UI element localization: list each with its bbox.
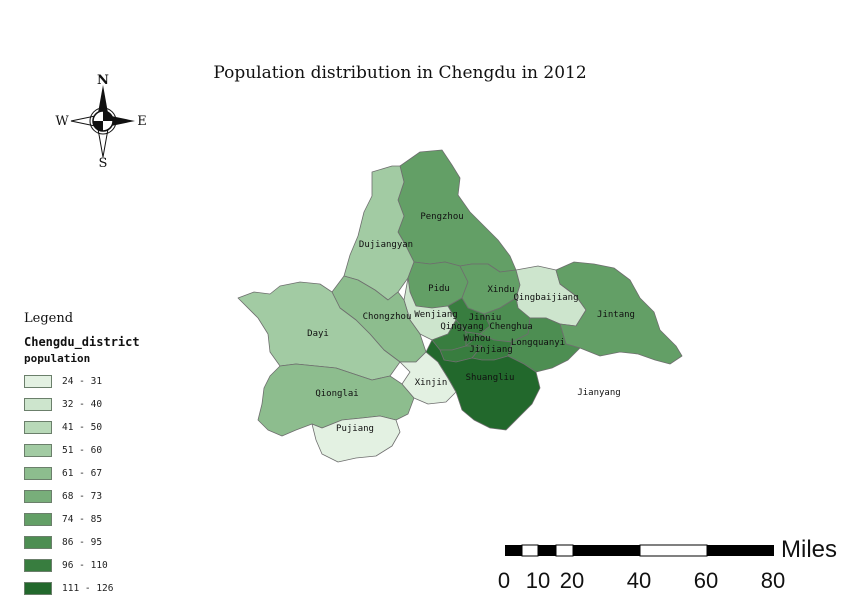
- legend-item: 96 - 110: [24, 554, 140, 577]
- legend-field-name: population: [24, 352, 91, 365]
- legend-range-label: 61 - 67: [62, 468, 103, 479]
- legend-swatch: [24, 398, 52, 411]
- scale-tick-40: 40: [627, 568, 651, 593]
- legend-layer-name: Chengdu_district: [24, 335, 140, 349]
- district-xinjin[interactable]: [399, 351, 457, 405]
- legend-range-label: 51 - 60: [62, 445, 103, 456]
- legend-range-label: 68 - 73: [62, 491, 103, 502]
- scale-tick-20: 20: [560, 568, 584, 593]
- legend-swatch: [24, 444, 52, 457]
- label-wuhou: Wuhou: [463, 334, 490, 344]
- legend-range-label: 32 - 40: [62, 399, 103, 410]
- label-xindu: Xindu: [487, 285, 514, 295]
- district-pengzhou[interactable]: [397, 149, 517, 273]
- scale-tick-60: 60: [694, 568, 718, 593]
- legend: Legend Chengdu_district population 24 - …: [24, 311, 140, 600]
- label-wenjiang: Wenjiang: [414, 310, 457, 320]
- label-jintang: Jintang: [597, 310, 635, 320]
- district-pujiang[interactable]: [311, 415, 401, 463]
- legend-swatch: [24, 559, 52, 572]
- legend-swatch: [24, 582, 52, 595]
- legend-range-label: 24 - 31: [62, 376, 103, 387]
- legend-item: 61 - 67: [24, 462, 140, 485]
- legend-swatch: [24, 467, 52, 480]
- district-labels: Pengzhou Dujiangyan Pidu Xindu Qingbaiji…: [307, 212, 635, 434]
- label-jianyang: Jianyang: [577, 388, 620, 398]
- legend-item: 111 - 126: [24, 577, 140, 600]
- legend-range-label: 86 - 95: [62, 537, 103, 548]
- legend-item: 68 - 73: [24, 485, 140, 508]
- legend-swatch: [24, 536, 52, 549]
- label-shuangliu: Shuangliu: [466, 373, 515, 383]
- legend-range-label: 111 - 126: [62, 583, 114, 594]
- legend-item: 24 - 31: [24, 370, 140, 393]
- district-shuangliu[interactable]: [425, 339, 541, 431]
- legend-item: 32 - 40: [24, 393, 140, 416]
- label-dujiangyan: Dujiangyan: [359, 240, 413, 250]
- label-pengzhou: Pengzhou: [420, 212, 463, 222]
- legend-range-label: 74 - 85: [62, 514, 103, 525]
- label-chongzhou: Chongzhou: [363, 312, 412, 322]
- legend-item: 86 - 95: [24, 531, 140, 554]
- legend-swatch: [24, 513, 52, 526]
- legend-range-label: 96 - 110: [62, 560, 108, 571]
- compass-s-label: S: [99, 156, 108, 171]
- label-qingyang: Qingyang: [440, 322, 483, 332]
- district-jintang[interactable]: [555, 261, 683, 365]
- legend-range-label: 41 - 50: [62, 422, 103, 433]
- map-title-text: Population distribution in Chengdu in 20…: [213, 63, 587, 83]
- label-pidu: Pidu: [428, 284, 450, 294]
- compass-e-label: E: [137, 114, 147, 129]
- legend-title: Legend: [24, 311, 74, 326]
- label-jinjiang: Jinjiang: [469, 345, 512, 355]
- legend-item: 51 - 60: [24, 439, 140, 462]
- scale-unit-label: Miles: [781, 536, 837, 563]
- scale-bar: 0 10 20 40 60 80 Miles: [498, 536, 837, 593]
- label-qingbaijiang: Qingbaijiang: [513, 293, 578, 303]
- label-chenghua: Chenghua: [489, 322, 532, 332]
- label-jinniu: Jinniu: [469, 313, 502, 323]
- legend-swatch: [24, 375, 52, 388]
- north-arrow-icon: [70, 85, 135, 158]
- compass-rose: N S W E: [55, 73, 146, 171]
- label-longquanyi: Longquanyi: [511, 338, 565, 348]
- label-pujiang: Pujiang: [336, 424, 374, 434]
- district-dujiangyan[interactable]: [343, 165, 415, 301]
- scale-tick-0: 0: [498, 568, 510, 593]
- map-title: Population distribution in Chengdu in 20…: [0, 63, 864, 83]
- legend-item: 74 - 85: [24, 508, 140, 531]
- scale-tick-80: 80: [761, 568, 785, 593]
- label-qionglai: Qionglai: [315, 389, 358, 399]
- legend-item: 41 - 50: [24, 416, 140, 439]
- label-dayi: Dayi: [307, 329, 329, 339]
- district-polygons: [237, 149, 683, 463]
- legend-swatch: [24, 490, 52, 503]
- label-xinjin: Xinjin: [415, 378, 448, 388]
- compass-n-label: N: [97, 73, 109, 88]
- compass-w-label: W: [55, 114, 69, 129]
- scale-tick-10: 10: [526, 568, 550, 593]
- legend-swatch: [24, 421, 52, 434]
